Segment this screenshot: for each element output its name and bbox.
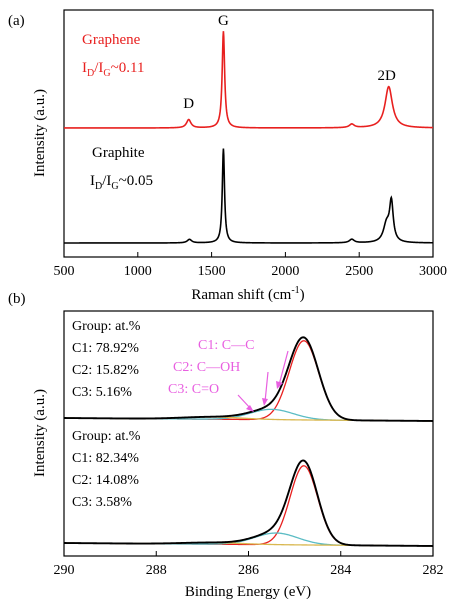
peak-label-2d: 2D [378,68,397,84]
panel-a-x-tick-label: 2000 [271,264,299,279]
panel-a-x-tick-label: 3000 [419,264,447,279]
graphite-ratio-label: ID/IG~0.05 [90,173,153,192]
graphene-label: Graphene [82,32,141,48]
annotation-c3: C3: C=O [168,382,219,397]
panel-a-x-axis-title: Raman shift (cm-1) [191,285,304,303]
panel-a-x-axis: 500 1000 1500 2000 2500 3000 [54,252,447,279]
graphene-ratio-sub-d: D [87,68,94,79]
panel-a-x-tick-label: 1000 [124,264,152,279]
graphite-spectrum-line [64,148,433,244]
panel-a-plot-area [64,31,434,244]
annotation-arrowhead-c3 [246,405,254,412]
legend-top-c3: C3: 5.16% [72,385,132,400]
panel-a-y-axis-title: Intensity (a.u.) [32,89,48,177]
legend-top-title: Group: at.% [72,319,141,334]
panel-b-label: (b) [8,291,26,307]
legend-bottom-c3: C3: 3.58% [72,495,132,510]
peak-label-d: D [183,96,194,112]
panel-b-x-tick-label: 290 [54,563,75,578]
peak-label-g: G [218,13,229,29]
xps-top-envelope-line [63,336,434,422]
panel-b-y-axis-title: Intensity (a.u.) [32,389,48,477]
graphene-ratio-sub-g: G [103,68,110,79]
annotation-arrow-c2 [264,371,269,403]
annotation-c1: C1: C—C [198,338,254,353]
annotation-arrow-c1 [278,350,289,386]
annotation-arrowhead-c1 [276,381,283,389]
graphene-spectrum-line [64,31,434,129]
panel-a-x-tick-label: 1500 [198,264,226,279]
annotation-c2: C2: C—OH [173,360,240,375]
panel-a-label: (a) [8,13,25,29]
legend-bottom-c2: C2: 14.08% [72,473,139,488]
panel-a-x-tick-label: 2500 [345,264,373,279]
panel-b-x-tick-label: 284 [330,563,351,578]
legend-bottom: Group: at.% C1: 82.34% C2: 14.08% C3: 3.… [72,429,141,510]
legend-top: Group: at.% C1: 78.92% C2: 15.82% C3: 5.… [72,319,141,400]
panel-a-peak-labels: D G 2D [183,13,396,112]
graphene-ratio-label: ID/IG~0.11 [82,60,144,79]
panel-b-x-tick-label: 288 [146,563,167,578]
xps-bottom-envelope-line [63,459,434,547]
panel-b-x-tick-label: 282 [423,563,444,578]
panel-b-x-axis: 290 288 286 284 282 [54,551,444,578]
panel-b-x-tick-label: 286 [238,563,259,578]
graphite-ratio-sub-d: D [95,181,102,192]
graphite-ratio-sub-g: G [111,181,118,192]
annotation-arrowhead-c2 [262,398,268,406]
panel-a-x-tick-label: 500 [54,264,75,279]
graphite-ratio-value: ~0.05 [119,173,153,189]
panel-b-x-axis-title: Binding Energy (eV) [185,584,311,600]
component-annotations: C1: C—C C2: C—OH C3: C=O [168,338,289,412]
legend-bottom-c1: C1: 82.34% [72,451,139,466]
panel-b-plot-area [63,336,434,547]
graphite-label: Graphite [92,145,145,161]
graphene-ratio-value: ~0.11 [111,60,145,76]
legend-bottom-title: Group: at.% [72,429,141,444]
legend-top-c2: C2: 15.82% [72,363,139,378]
legend-top-c1: C1: 78.92% [72,341,139,356]
panel-a-frame [63,9,434,258]
